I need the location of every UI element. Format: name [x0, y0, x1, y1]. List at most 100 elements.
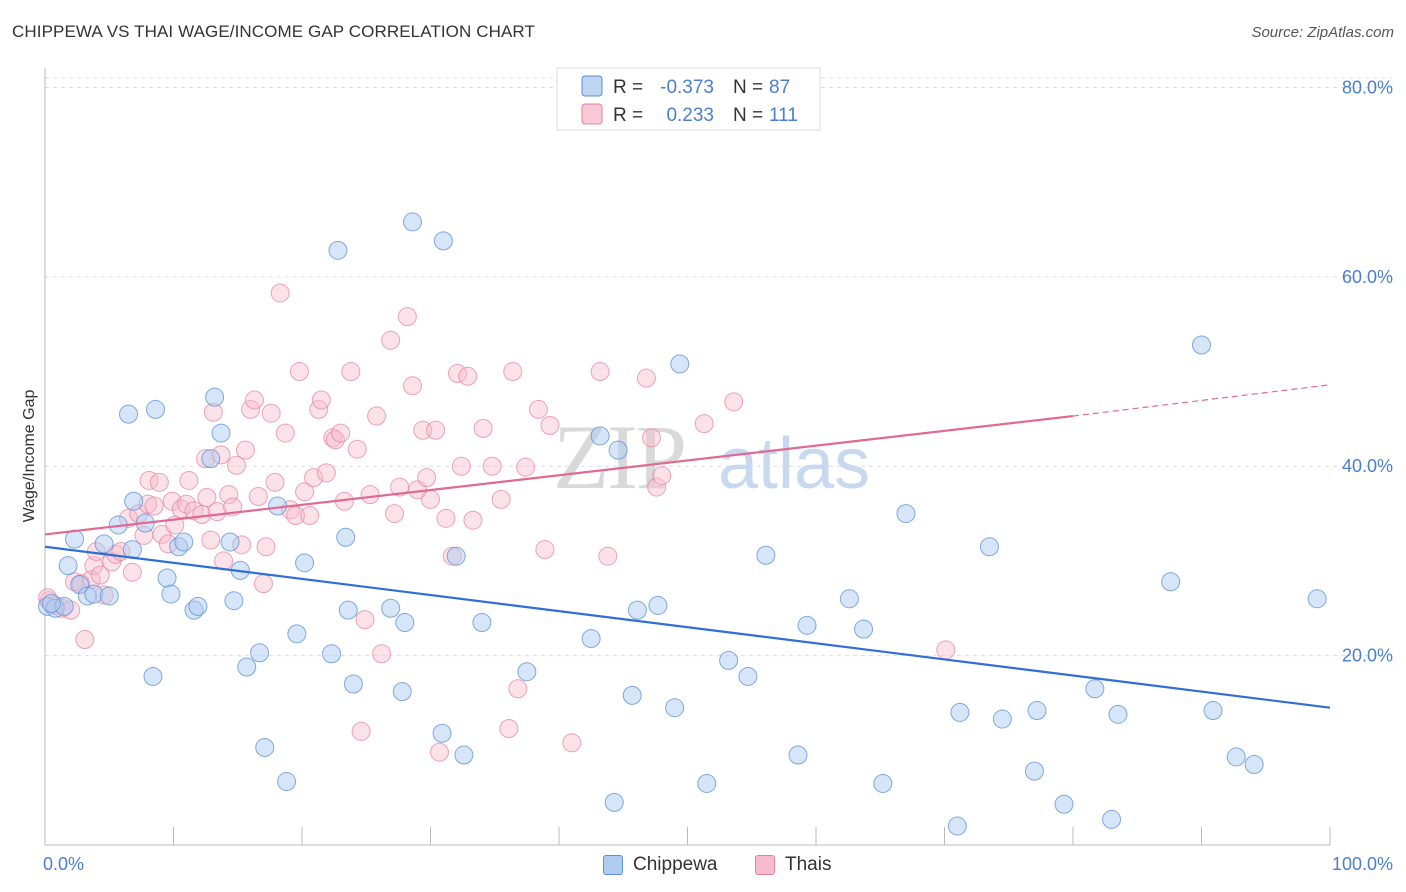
point-chippewa [1027, 701, 1047, 721]
point-chippewa [237, 657, 257, 677]
point-thais [179, 470, 199, 490]
point-thais [197, 487, 217, 507]
y-tick-label: 20.0% [1342, 646, 1393, 666]
point-chippewa [1102, 809, 1122, 829]
point-chippewa [41, 594, 61, 614]
point-chippewa [622, 685, 642, 705]
point-chippewa [719, 650, 739, 670]
point-chippewa [277, 772, 297, 792]
point-thais [562, 733, 582, 753]
y-tick-label: 60.0% [1342, 267, 1393, 287]
point-chippewa [161, 584, 181, 604]
y-axis-label: Wage/Income Gap [21, 390, 38, 523]
legend-item-chippewa: Chippewa [603, 853, 718, 877]
point-thais [367, 406, 387, 426]
point-thais [642, 428, 662, 448]
legend-label-chippewa: Chippewa [633, 854, 718, 875]
point-chippewa [99, 586, 119, 606]
point-chippewa [670, 354, 690, 374]
tick-labels: 20.0% 40.0% 60.0% 80.0% 0.0% 100.0% [43, 77, 1393, 874]
point-thais [360, 485, 380, 505]
point-chippewa [201, 449, 221, 469]
point-chippewa [1192, 335, 1211, 355]
point-chippewa [143, 666, 163, 686]
point-chippewa [295, 553, 315, 573]
point-thais [351, 721, 371, 741]
point-thais [403, 376, 423, 396]
point-chippewa [224, 591, 244, 611]
legend-n-label: N = [733, 105, 763, 126]
point-chippewa [336, 527, 356, 547]
point-chippewa [433, 231, 453, 251]
point-thais [295, 482, 315, 502]
point-chippewa [250, 643, 270, 663]
point-thais [75, 630, 95, 650]
point-chippewa [119, 404, 139, 424]
legend-stats-swatch [581, 103, 603, 125]
point-chippewa [1108, 704, 1128, 724]
point-thais [325, 430, 345, 450]
legend-label-thais: Thais [785, 854, 832, 875]
point-thais [491, 489, 511, 509]
point-chippewa [950, 702, 970, 722]
point-thais [540, 416, 560, 436]
legend-swatch-thais [755, 855, 775, 875]
point-thais [636, 368, 656, 388]
point-thais [192, 505, 212, 525]
legend-series: Chippewa Thais [0, 850, 1406, 880]
point-thais [152, 524, 172, 544]
point-thais [463, 510, 483, 530]
point-chippewa [188, 596, 208, 616]
legend-item-thais: Thais [755, 853, 831, 877]
point-thais [304, 468, 324, 488]
point-chippewa [1244, 755, 1264, 775]
point-chippewa [392, 682, 412, 702]
point-chippewa [432, 723, 452, 743]
point-thais [256, 537, 276, 557]
series-thais [38, 283, 956, 762]
point-chippewa [797, 615, 817, 635]
point-chippewa [979, 537, 999, 557]
point-thais [385, 504, 405, 524]
point-chippewa [454, 745, 474, 765]
point-thais [253, 574, 273, 594]
point-chippewa [1024, 761, 1044, 781]
legend-r-label: R = [613, 105, 643, 126]
point-chippewa [1085, 679, 1105, 699]
legend-n-label: N = [733, 77, 763, 98]
point-thais [275, 423, 295, 443]
point-chippewa [174, 532, 194, 552]
point-thais [149, 472, 169, 492]
point-thais [316, 463, 336, 483]
point-thais [84, 556, 104, 576]
point-thais [144, 496, 164, 516]
point-thais [122, 562, 142, 582]
point-chippewa [403, 212, 423, 232]
y-tick-label: 80.0% [1342, 77, 1393, 97]
point-chippewa [157, 568, 177, 588]
point-thais [499, 719, 519, 739]
point-chippewa [697, 773, 717, 793]
point-chippewa [590, 426, 610, 446]
source-label: Source: ZipAtlas.com [1251, 24, 1394, 41]
point-chippewa [1203, 701, 1223, 721]
point-chippewa [756, 545, 776, 565]
point-thais [598, 546, 618, 566]
point-chippewa [146, 399, 166, 419]
point-chippewa [472, 612, 492, 632]
legend-r-value: 0.233 [666, 105, 714, 126]
point-chippewa [788, 745, 808, 765]
point-thais [347, 439, 367, 459]
point-thais [219, 485, 239, 505]
legend-stats-swatch [581, 75, 603, 97]
point-thais [244, 390, 264, 410]
point-chippewa [343, 674, 363, 694]
point-chippewa [328, 240, 348, 260]
point-chippewa [287, 624, 307, 644]
point-thais [265, 472, 285, 492]
point-thais [421, 489, 440, 509]
point-thais [270, 283, 290, 303]
point-chippewa [446, 546, 466, 566]
point-chippewa [873, 773, 893, 793]
